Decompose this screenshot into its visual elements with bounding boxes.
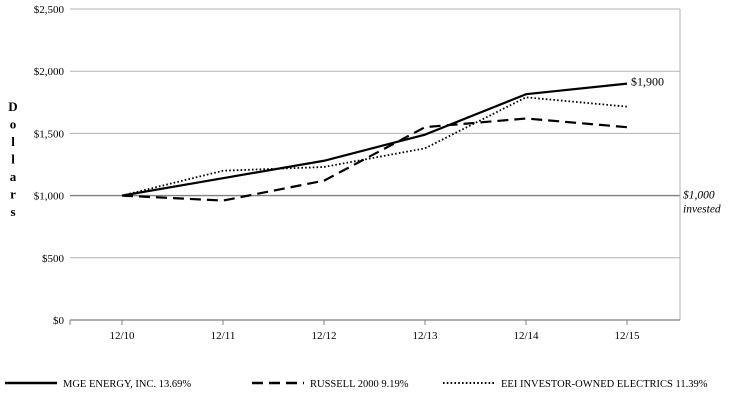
series-line-2 bbox=[121, 117, 628, 202]
y-tick-label: $2,500 bbox=[34, 4, 65, 16]
y-axis-label-letter: a bbox=[10, 169, 17, 184]
y-tick-label: $2,000 bbox=[34, 66, 65, 78]
y-tick-label: $0 bbox=[53, 315, 65, 327]
legend-label-2: RUSSELL 2000 9.19% bbox=[310, 379, 409, 390]
annotation-invested-amount: $1,000 bbox=[683, 189, 715, 202]
y-tick-label: $1,500 bbox=[34, 128, 65, 140]
x-tick-label: 12/14 bbox=[513, 330, 539, 342]
x-tick-label: 12/11 bbox=[211, 330, 236, 342]
y-axis-label-letter: r bbox=[10, 187, 16, 202]
annotation-end-value: $1,900 bbox=[631, 75, 664, 89]
series-line-1 bbox=[121, 82, 628, 197]
y-tick-labels: $0 $500 $1,000 $1,500 $2,000 $2,500 bbox=[34, 4, 65, 327]
legend-label-1: MGE ENERGY, INC. 13.69% bbox=[63, 379, 191, 390]
series-lines bbox=[121, 82, 628, 202]
y-axis-label-letter: s bbox=[10, 204, 15, 219]
y-axis-label-letter: l bbox=[11, 152, 15, 167]
y-tick-label: $500 bbox=[42, 253, 65, 265]
axes bbox=[69, 8, 681, 325]
x-tick-label: 12/15 bbox=[614, 330, 640, 342]
annotations: $1,900 $1,000 invested bbox=[631, 75, 721, 216]
y-axis-label-letter: o bbox=[10, 117, 17, 132]
x-tick-labels: 12/10 12/11 12/12 12/13 12/14 12/15 bbox=[109, 330, 640, 342]
gridlines bbox=[70, 8, 680, 259]
legend: MGE ENERGY, INC. 13.69% RUSSELL 2000 9.19… bbox=[5, 379, 708, 390]
y-tick-label: $1,000 bbox=[34, 191, 65, 203]
x-tick-label: 12/13 bbox=[412, 330, 438, 342]
y-axis-label-letter: l bbox=[11, 134, 15, 149]
series-line-3 bbox=[121, 96, 628, 197]
y-axis-label-letter: D bbox=[8, 99, 17, 114]
legend-label-3: EEI INVESTOR-OWNED ELECTRICS 11.39% bbox=[501, 379, 708, 390]
annotation-invested-label: invested bbox=[683, 204, 721, 216]
x-tick-label: 12/10 bbox=[109, 330, 135, 342]
x-tick-label: 12/12 bbox=[311, 330, 336, 342]
